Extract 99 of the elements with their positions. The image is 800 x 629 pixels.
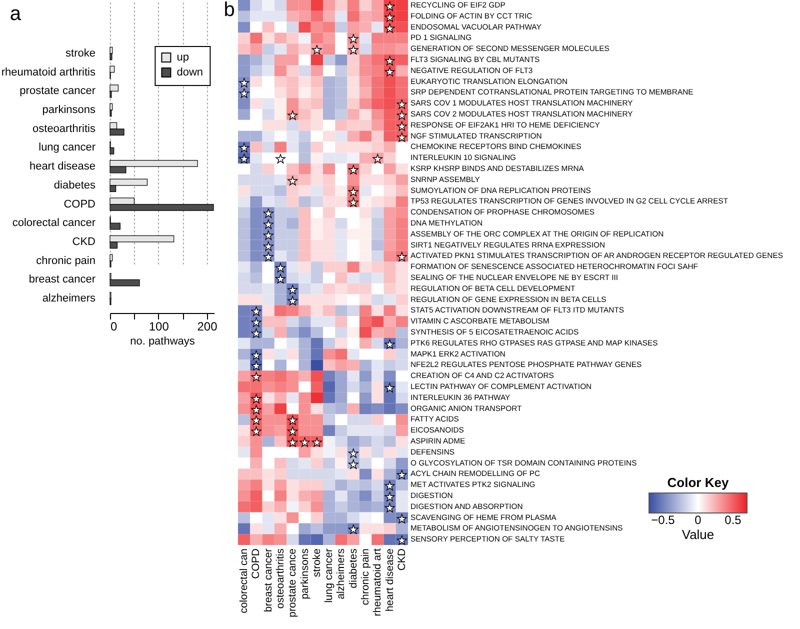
- color-bar-title: Value: [682, 527, 714, 542]
- x-tick-label: osteoarthritis: [274, 548, 286, 609]
- x-tick-label: chronic pain: [360, 548, 372, 606]
- x-tick-label: lung cancer: [323, 548, 336, 603]
- data-label: ★: [287, 282, 298, 297]
- data-label: ★: [262, 250, 274, 264]
- data-label: ★: [396, 108, 408, 122]
- chart-title: a: [10, 3, 22, 25]
- data-label: ★: [250, 402, 262, 417]
- x-tick-label: diabetes: [347, 548, 360, 588]
- data-label: ★: [396, 130, 408, 144]
- data-label: ★: [250, 414, 262, 428]
- data-label: ★: [348, 184, 359, 199]
- y-tick-label: diabetes: [54, 179, 96, 192]
- legend-title: Color Key: [667, 475, 730, 490]
- data-label: ★: [250, 304, 262, 319]
- y-tick-label: COPD: [64, 198, 96, 210]
- y-tick-label: parkinsons: [42, 104, 96, 116]
- data-label: ★: [287, 174, 298, 188]
- data-label: ★: [348, 522, 359, 537]
- y-tick-label: lung cancer: [38, 142, 96, 154]
- data-label: ★: [250, 326, 262, 340]
- data-label: ★: [384, 380, 396, 395]
- data-label: ★: [348, 196, 359, 210]
- data-label: ★: [287, 294, 298, 308]
- legend-label: down: [176, 66, 203, 78]
- data-label: ★: [262, 217, 274, 232]
- data-label: ★: [348, 457, 359, 472]
- x-tick-label: CKD: [396, 548, 408, 571]
- x-tick-label: COPD: [250, 548, 262, 579]
- y-tick-label: colorectal cancer: [12, 217, 96, 230]
- data-label: ★: [384, 500, 396, 515]
- color-bar-label: 0: [694, 513, 702, 527]
- data-label: ★: [372, 152, 384, 166]
- legend-label: up: [176, 52, 189, 64]
- color-bar-label: 0.5: [724, 513, 742, 527]
- data-label: ★: [262, 206, 274, 221]
- x-tick-label: alzheimers: [335, 548, 348, 600]
- data-label: ★: [396, 119, 408, 134]
- y-tick-label: heart disease: [29, 160, 96, 173]
- data-label: ★: [384, 337, 396, 352]
- data-label: ★: [238, 86, 250, 101]
- x-tick-label: prostate cance: [286, 548, 299, 618]
- data-label: ★: [287, 414, 298, 428]
- data-label: ★: [384, 21, 396, 36]
- data-label: ★: [287, 424, 298, 439]
- y-tick-label: breast cancer: [28, 274, 96, 286]
- data-label: ★: [275, 261, 286, 276]
- data-label: ★: [384, 54, 396, 68]
- data-label: ★: [312, 43, 322, 58]
- data-label: ★: [299, 435, 310, 450]
- data-label: ★: [250, 316, 262, 330]
- data-label: ★: [250, 370, 262, 384]
- data-label: ★: [384, 64, 396, 79]
- data-label: ★: [396, 512, 408, 526]
- y-tick-label: stroke: [66, 48, 96, 60]
- data-label: ★: [287, 435, 298, 450]
- data-label: ★: [348, 43, 359, 58]
- data-label: ★: [348, 446, 359, 460]
- data-label: ★: [384, 0, 396, 14]
- data-label: ★: [396, 98, 408, 112]
- y-tick-label: rheumatoid arthritis: [1, 66, 96, 78]
- y-tick-label: chronic pain: [36, 254, 96, 267]
- y-tick-label: CKD: [72, 236, 96, 248]
- data-label: ★: [250, 424, 262, 439]
- data-label: ★: [348, 162, 359, 177]
- data-label: ★: [384, 479, 396, 494]
- data-label: ★: [250, 359, 262, 374]
- data-label: ★: [275, 152, 286, 166]
- x-tick-label: 0: [110, 320, 118, 334]
- data-label: ★: [238, 152, 250, 166]
- x-tick-label: colorectal can: [238, 548, 250, 614]
- y-tick-label: prostate cancer: [20, 85, 96, 98]
- color-bar-label: −0.5: [651, 513, 676, 527]
- data-label: ★: [384, 490, 396, 504]
- data-label: ★: [238, 76, 250, 90]
- data-label: ★: [275, 272, 286, 286]
- data-label: ★: [348, 32, 359, 46]
- data-label: ★: [238, 141, 250, 156]
- x-tick-label: rheumatoid art: [372, 548, 384, 616]
- chart-title: b: [224, 0, 235, 21]
- data-label: ★: [396, 250, 408, 264]
- data-label: ★: [250, 348, 262, 362]
- x-tick-label: parkinsons: [298, 548, 311, 600]
- x-tick-label: breast cancer: [262, 548, 274, 612]
- data-label: ★: [262, 239, 274, 254]
- x-tick-label: 100: [148, 320, 170, 334]
- y-tick-label: alzheimers: [42, 292, 96, 304]
- data-label: ★: [250, 392, 262, 406]
- x-axis-title: no. pathways: [130, 336, 196, 348]
- y-tick-label: osteoarthritis: [32, 122, 96, 135]
- data-label: ★: [384, 10, 396, 24]
- data-label: ★: [396, 468, 408, 482]
- x-tick-label: stroke: [310, 548, 323, 578]
- x-tick-label: 200: [197, 320, 218, 334]
- data-label: ★: [287, 108, 298, 122]
- data-label: ★: [396, 534, 408, 548]
- data-label: ★: [262, 228, 274, 242]
- data-label: ★: [312, 435, 322, 450]
